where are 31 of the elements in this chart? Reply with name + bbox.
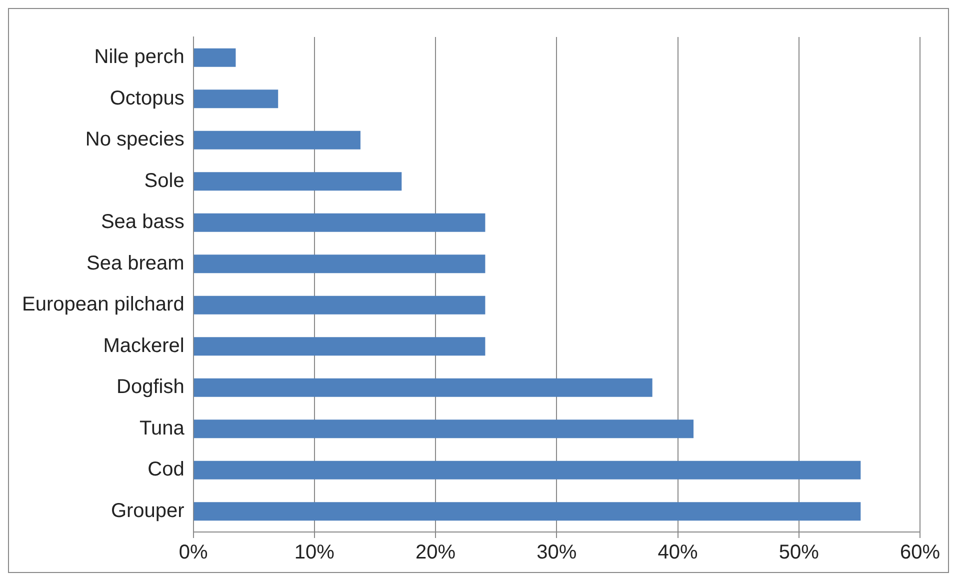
y-tick-label: Nile perch (94, 46, 184, 68)
x-tick-label: 20% (416, 542, 456, 564)
bar (194, 296, 486, 314)
x-tick-label: 40% (658, 542, 698, 564)
x-tick-label: 30% (536, 542, 577, 564)
x-tick-label: 0% (178, 542, 208, 564)
y-tick-label: Mackerel (103, 334, 184, 357)
y-tick-label: Sole (144, 170, 184, 192)
bar (194, 48, 236, 67)
y-tick-label: Sea bream (86, 252, 184, 274)
y-tick-label: Sea bass (100, 211, 184, 234)
bar (194, 130, 360, 150)
y-tick-label: European pilchard (22, 294, 184, 316)
y-tick-label: Grouper (110, 500, 185, 522)
y-tick-label: Tuna (139, 417, 186, 440)
bar (194, 254, 486, 274)
x-tick-label: 10% (294, 542, 335, 564)
x-tick-label: 60% (900, 542, 940, 564)
y-tick-label: Dogfish (116, 376, 184, 398)
x-tick-label: 50% (778, 542, 820, 564)
bar (194, 378, 652, 397)
bar (194, 502, 861, 521)
bar (194, 460, 861, 480)
bar (194, 213, 486, 232)
bar (194, 420, 694, 438)
bar (194, 90, 278, 108)
y-tick-label: No species (85, 128, 184, 151)
y-tick-label: Octopus (110, 87, 184, 110)
y-tick-label: Cod (148, 458, 184, 481)
bar (194, 337, 486, 356)
bar (194, 172, 402, 191)
